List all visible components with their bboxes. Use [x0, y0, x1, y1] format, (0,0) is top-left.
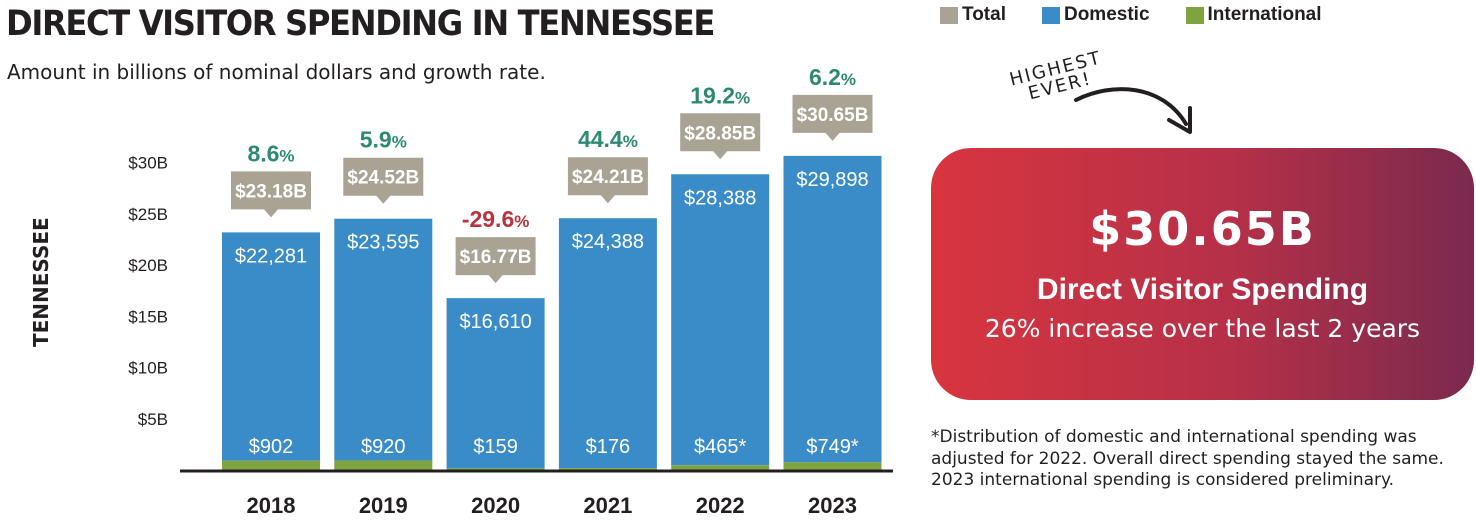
legend-item-domestic: Domestic — [1041, 4, 1150, 26]
bar-domestic — [222, 232, 320, 461]
bar-label-domestic: $28,388 — [684, 187, 756, 209]
growth-label: 8.6% — [247, 140, 294, 166]
legend-swatch-domestic — [1041, 6, 1060, 24]
x-tick-label: 2021 — [583, 493, 632, 518]
footnote: *Distribution of domestic and internatio… — [931, 427, 1444, 490]
growth-label: 5.9% — [360, 127, 407, 153]
bar-label-domestic: $22,281 — [235, 245, 307, 267]
bar-label-international: $176 — [586, 436, 631, 458]
highlight-box: $30.65B Direct Visitor Spending 26% incr… — [931, 148, 1474, 400]
total-label: $23.18B — [235, 181, 307, 202]
total-label: $30.65B — [797, 105, 869, 126]
legend-swatch-international — [1185, 6, 1204, 24]
total-badge — [343, 157, 424, 204]
x-tick-label: 2019 — [359, 493, 408, 518]
total-label: $24.52B — [347, 168, 419, 189]
y-tick-label: $30B — [128, 154, 168, 173]
growth-label: 19.2% — [690, 82, 750, 108]
x-tick-label: 2022 — [696, 493, 745, 518]
x-tick-label: 2020 — [471, 493, 520, 518]
growth-unit: % — [514, 212, 529, 231]
y-tick-label: $20B — [128, 256, 168, 275]
bar-label-domestic: $24,388 — [572, 231, 644, 253]
bar-international — [446, 468, 545, 470]
bar-label-domestic: $23,595 — [347, 232, 419, 254]
bar-international — [334, 460, 433, 470]
curved-arrow-icon — [1074, 87, 1192, 134]
bar-domestic — [334, 218, 433, 461]
total-badge — [567, 157, 648, 204]
bar-label-domestic: $29,898 — [796, 169, 868, 191]
growth-unit: % — [392, 133, 407, 152]
legend-swatch-total — [940, 6, 958, 24]
growth-unit: % — [841, 70, 856, 89]
bar-domestic — [671, 174, 770, 466]
growth-label: 44.4% — [578, 126, 638, 152]
y-tick-label: $15B — [128, 307, 168, 326]
bar-domestic — [558, 218, 657, 469]
y-tick-label: $25B — [128, 205, 168, 224]
y-tick-label: $10B — [128, 359, 168, 378]
legend-item-international: International — [1185, 4, 1322, 26]
highlight-value: $30.65B — [1089, 202, 1316, 256]
bar-domestic — [783, 155, 882, 463]
bar-international — [671, 465, 770, 470]
growth-unit: % — [735, 88, 750, 107]
bar-international — [558, 468, 657, 470]
x-tick-label: 2023 — [808, 493, 857, 518]
legend-label-domestic: Domestic — [1063, 4, 1150, 25]
chart-subtitle: Amount in billions of nominal dollars an… — [7, 60, 546, 84]
total-badge — [231, 171, 311, 218]
legend-label-total: Total — [962, 4, 1006, 25]
bar-international — [222, 460, 320, 470]
legend-item-total: Total — [940, 4, 1006, 26]
growth-label: 6.2% — [809, 64, 856, 90]
legend: Total Domestic International — [940, 4, 1322, 26]
bar-label-international: $902 — [249, 436, 294, 458]
total-badge — [792, 94, 873, 141]
total-badge — [455, 237, 536, 284]
bar-label-international: $749* — [806, 436, 858, 458]
growth-unit: % — [279, 146, 294, 165]
bar-chart: $5B $10B $15B $20B $25B $30B $22,281 $902 $23.18… — [128, 64, 893, 518]
y-tick-label: $5B — [138, 410, 168, 429]
chart-title: DIRECT VISITOR SPENDING IN TENNESSEE — [6, 4, 715, 44]
highlight-label: Direct Visitor Spending — [1036, 273, 1369, 306]
total-badge — [680, 113, 761, 160]
bar-international — [783, 462, 882, 470]
bar-domestic — [446, 298, 545, 469]
legend-label-international: International — [1207, 4, 1322, 25]
bar-label-international: $465* — [694, 436, 746, 458]
total-label: $16.77B — [460, 247, 532, 268]
total-label: $24.21B — [572, 167, 644, 188]
bar-label-domestic: $16,610 — [459, 311, 531, 333]
growth-label: -29.6% — [462, 206, 530, 232]
total-label: $28.85B — [684, 123, 756, 144]
x-tick-label: 2018 — [247, 493, 296, 518]
growth-unit: % — [623, 132, 638, 151]
bar-label-international: $159 — [473, 436, 518, 458]
bar-label-international: $920 — [361, 436, 406, 458]
highlight-sub: 26% increase over the last 2 years — [984, 314, 1421, 343]
